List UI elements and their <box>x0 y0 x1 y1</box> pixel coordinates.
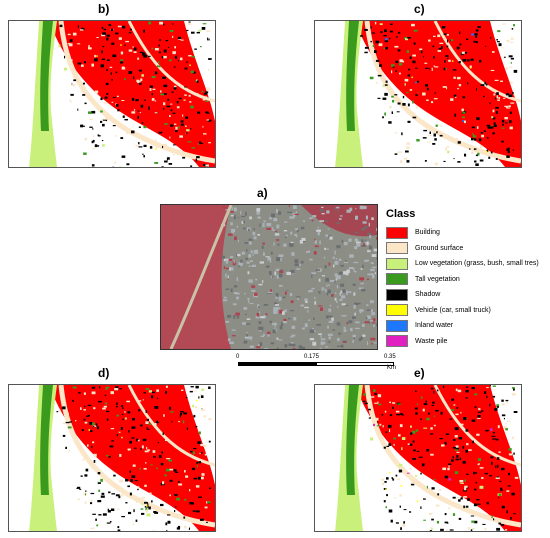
legend-swatch <box>386 257 408 270</box>
legend-item: Tall vegetation <box>386 272 546 288</box>
classified-map-c <box>314 20 522 168</box>
legend-swatch <box>386 319 408 332</box>
classified-map-d-graphic <box>9 385 215 531</box>
scale-bar: 0 0.175 0.35 Km <box>236 354 396 374</box>
panel-label-c: c) <box>414 2 425 16</box>
panel-label-e: e) <box>414 366 425 380</box>
legend-item: Ground surface <box>386 241 546 257</box>
legend-swatch <box>386 288 408 301</box>
legend-swatch <box>386 226 408 239</box>
scale-bar-black-segment <box>238 362 316 366</box>
legend-item: Low vegetation (grass, bush, small tres) <box>386 256 546 272</box>
legend-label: Vehicle (car, small truck) <box>415 306 491 314</box>
legend-label: Low vegetation (grass, bush, small tres) <box>415 260 539 268</box>
panel-label-b: b) <box>98 2 110 16</box>
scale-tick-end: 0.35 <box>384 354 396 360</box>
legend-item: Shadow <box>386 287 546 303</box>
legend-label: Ground surface <box>415 244 464 252</box>
aerial-image <box>160 204 378 350</box>
classified-map-b-graphic <box>9 21 215 167</box>
classified-map-c-graphic <box>315 21 521 167</box>
legend-swatch <box>386 242 408 255</box>
legend-item: Vehicle (car, small truck) <box>386 303 546 319</box>
scale-bar-white-segment <box>316 362 394 366</box>
legend-label: Shadow <box>415 291 441 299</box>
classified-map-e <box>314 384 522 532</box>
scale-unit: Km <box>387 365 396 371</box>
scale-tick-0: 0 <box>236 354 240 360</box>
legend-title: Class <box>386 208 416 220</box>
legend-label: Waste pile <box>415 337 448 345</box>
legend-swatch <box>386 304 408 317</box>
legend-swatch <box>386 273 408 286</box>
panel-label-d: d) <box>98 366 110 380</box>
legend: Class Building Ground surface Low vegetati… <box>386 208 546 349</box>
scale-tick-mid: 0.175 <box>304 354 320 360</box>
legend-swatch <box>386 335 408 348</box>
classified-map-d <box>8 384 216 532</box>
panel-label-a: a) <box>257 186 268 200</box>
aerial-image-graphic <box>161 205 377 349</box>
legend-item: Inland water <box>386 318 546 334</box>
legend-label: Building <box>415 229 440 237</box>
legend-label: Tall vegetation <box>415 275 460 283</box>
legend-item: Building <box>386 225 546 241</box>
classified-map-b <box>8 20 216 168</box>
legend-item: Waste pile <box>386 334 546 350</box>
classified-map-e-graphic <box>315 385 521 531</box>
legend-label: Inland water <box>415 322 454 330</box>
